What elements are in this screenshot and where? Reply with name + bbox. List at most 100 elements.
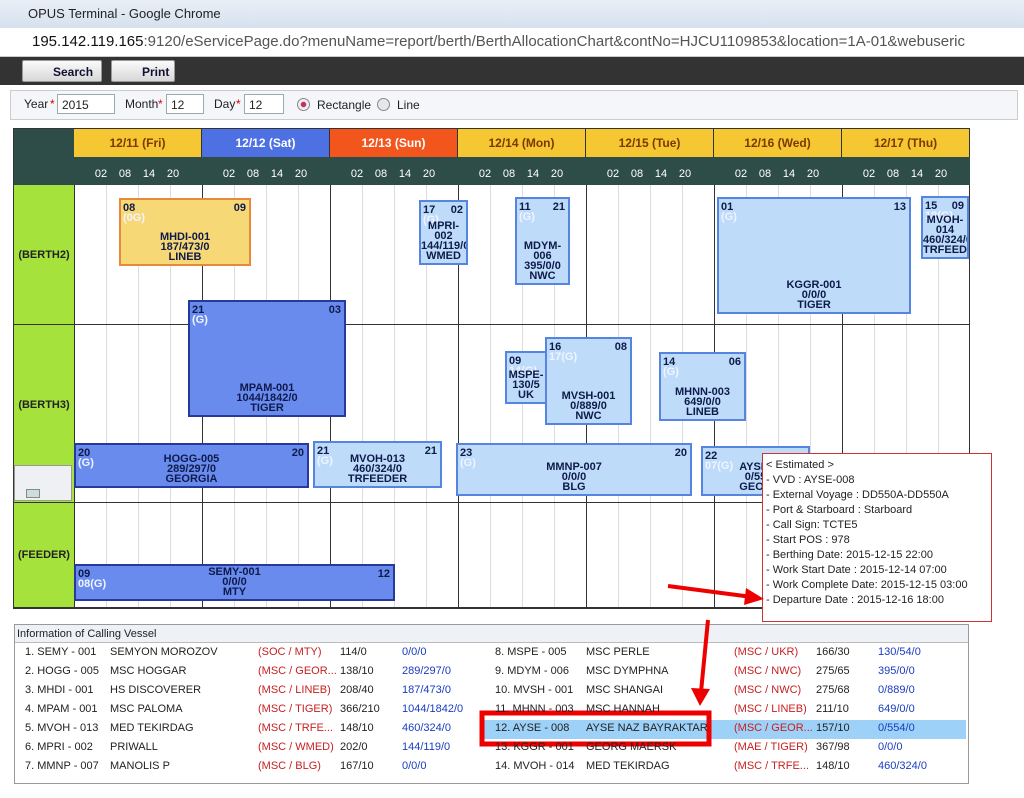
- scroll-thumb[interactable]: [26, 489, 40, 498]
- vessel-name: MVSH-001: [561, 390, 616, 402]
- berth-end: 13: [893, 201, 906, 213]
- tooltip-line: - Start POS : 978: [766, 534, 850, 546]
- print-button[interactable]: Print: [111, 60, 175, 82]
- url: 195.142.119.165:9120/eServicePage.do?men…: [32, 33, 965, 50]
- vessel-box[interactable]: 17 02 (G) MPRI-002 144/119/0 WMED: [419, 200, 468, 265]
- counts: 130/54/0: [878, 646, 921, 658]
- vessel-info: MDYM-006 395/0/0 NWC: [517, 240, 568, 282]
- vessel-line: TRFEEDER: [347, 473, 408, 485]
- month-value: 12: [171, 98, 185, 112]
- vessel-tag: (G): [192, 314, 208, 326]
- hour-grid-line: [106, 185, 107, 608]
- vessel-box[interactable]: 11 21 (G) MDYM-006 395/0/0 NWC: [515, 197, 570, 285]
- length: 114/0: [340, 646, 367, 658]
- counts: 187/473/0: [402, 684, 451, 696]
- operator-route: (MSC / GEOR...: [258, 665, 337, 677]
- day-header: 12/13 (Sun): [330, 129, 458, 157]
- hour-label: 08: [502, 168, 516, 180]
- vessel-box[interactable]: 01 13 (G) KGGR-001 0/0/0 TIGER: [717, 197, 911, 314]
- hour-label: 02: [862, 168, 876, 180]
- vessel-code: 6. MPRI - 002: [25, 741, 93, 753]
- rectangle-radio[interactable]: [297, 98, 310, 111]
- vessel-box[interactable]: 20 20 (G) HOGG-005 289/297/0 GEORGIA: [74, 443, 309, 488]
- vessel-counts: 144/119/0: [421, 240, 468, 252]
- vessel-info: SEMY-001 0/0/0 MTY: [76, 567, 393, 598]
- vessel-tag: (G): [663, 366, 679, 378]
- hour-label: 08: [118, 168, 132, 180]
- berth-start: 01: [721, 201, 734, 213]
- hour-label: 08: [246, 168, 260, 180]
- vessel-name: MSPE-: [508, 369, 544, 381]
- hour-label: 14: [270, 168, 284, 180]
- berth-end: 21: [424, 445, 437, 457]
- vessel-counts: 460/324/0: [923, 234, 969, 246]
- search-button[interactable]: Search: [22, 60, 102, 82]
- length: 275/65: [816, 665, 850, 677]
- vessel-box[interactable]: 23 20 (G) MMNP-007 0/0/0 BLG: [456, 443, 692, 496]
- day-value: 12: [249, 98, 263, 112]
- berth-end: 02: [450, 204, 463, 216]
- hour-label: 20: [934, 168, 948, 180]
- hour-grid-line: [810, 185, 811, 608]
- vessel-box[interactable]: 21 21 (G) MVOH-013 460/324/0 TRFEEDER: [313, 441, 442, 488]
- berth-label: (FEEDER): [14, 503, 74, 608]
- vessel-info: MVOH-013 460/324/0 TRFEEDER: [315, 454, 440, 485]
- vessel-tag: (G): [317, 455, 333, 467]
- hour-grid-line: [906, 185, 907, 608]
- vessel-box[interactable]: 08 09 (0G) MHDI-001 187/473/0 LINEB: [119, 198, 251, 266]
- operator-route: (MSC / NWC): [734, 684, 802, 696]
- vessel-code: 12. AYSE - 008: [495, 722, 570, 734]
- line-radio[interactable]: [377, 98, 390, 111]
- vessel-counts: 0/55: [744, 471, 767, 483]
- vessel-line: TIGER: [250, 402, 284, 414]
- info-panel: Information of Calling Vessel: [14, 624, 969, 784]
- day-header: 12/12 (Sat): [202, 129, 330, 157]
- vessel-tag: (G): [460, 457, 476, 469]
- tooltip-line: - Work Start Date : 2015-12-14 07:00: [766, 564, 947, 576]
- day-label: Day: [214, 97, 236, 111]
- day-header: 12/14 (Mon): [458, 129, 586, 157]
- hour-label: 02: [222, 168, 236, 180]
- vessel-info: MPAM-001 1044/1842/0 TIGER: [190, 383, 344, 414]
- vessel-box[interactable]: 14 06 (G) MHNN-003 649/0/0 LINEB: [659, 352, 746, 421]
- scroll-widget[interactable]: [14, 465, 72, 501]
- year-select[interactable]: 2015: [57, 94, 115, 114]
- hour-label: 08: [630, 168, 644, 180]
- hour-grid-line: [938, 185, 939, 608]
- operator-route: (SOC / MTY): [258, 646, 322, 658]
- vessel-box[interactable]: 16 08 17(G) MVSH-001 0/889/0 NWC: [545, 337, 632, 425]
- arrow-head: [744, 588, 764, 605]
- day-select[interactable]: 12: [244, 94, 284, 114]
- length: 275/68: [816, 684, 850, 696]
- vessel-code: 3. MHDI - 001: [25, 684, 94, 696]
- vessel-name: MMNP-007: [546, 461, 602, 473]
- vessel-box[interactable]: 21 03 (G) MPAM-001 1044/1842/0 TIGER: [188, 300, 346, 417]
- berth-start: 21: [317, 445, 330, 457]
- vessel-line: NWC: [575, 410, 602, 422]
- berth-end: 06: [728, 356, 741, 368]
- hour-grid-line: [426, 185, 427, 608]
- vessel-box[interactable]: 09 12 08(G) SEMY-001 0/0/0 MTY: [74, 564, 395, 601]
- vessel-name: AYSE NAZ BAYRAKTAR: [586, 722, 708, 734]
- vessel-counts: 395/0/0: [524, 260, 561, 272]
- print-label: Print: [142, 65, 170, 79]
- operator-route: (MSC / UKR): [734, 646, 799, 658]
- operator-route: (MSC / GEOR...: [734, 722, 813, 734]
- selected-row[interactable]: [480, 720, 966, 739]
- vessel-name: MDYM-006: [523, 240, 562, 262]
- address-bar[interactable]: 195.142.119.165:9120/eServicePage.do?men…: [0, 28, 1024, 57]
- vessel-info: HOGG-005 289/297/0 GEORGIA: [76, 454, 307, 485]
- month-select[interactable]: 12: [166, 94, 204, 114]
- berth-start: 08: [123, 202, 136, 214]
- vessel-line: BLG: [562, 481, 586, 493]
- title-bar: OPUS Terminal - Google Chrome: [0, 0, 1024, 28]
- highlight-box: [479, 710, 712, 747]
- vessel-tag: 08(G): [78, 578, 107, 590]
- hour-label: 20: [550, 168, 564, 180]
- vessel-line: TRFEEDER: [923, 244, 967, 256]
- length: 148/10: [816, 760, 850, 772]
- hour-label: 14: [526, 168, 540, 180]
- hour-label: 08: [758, 168, 772, 180]
